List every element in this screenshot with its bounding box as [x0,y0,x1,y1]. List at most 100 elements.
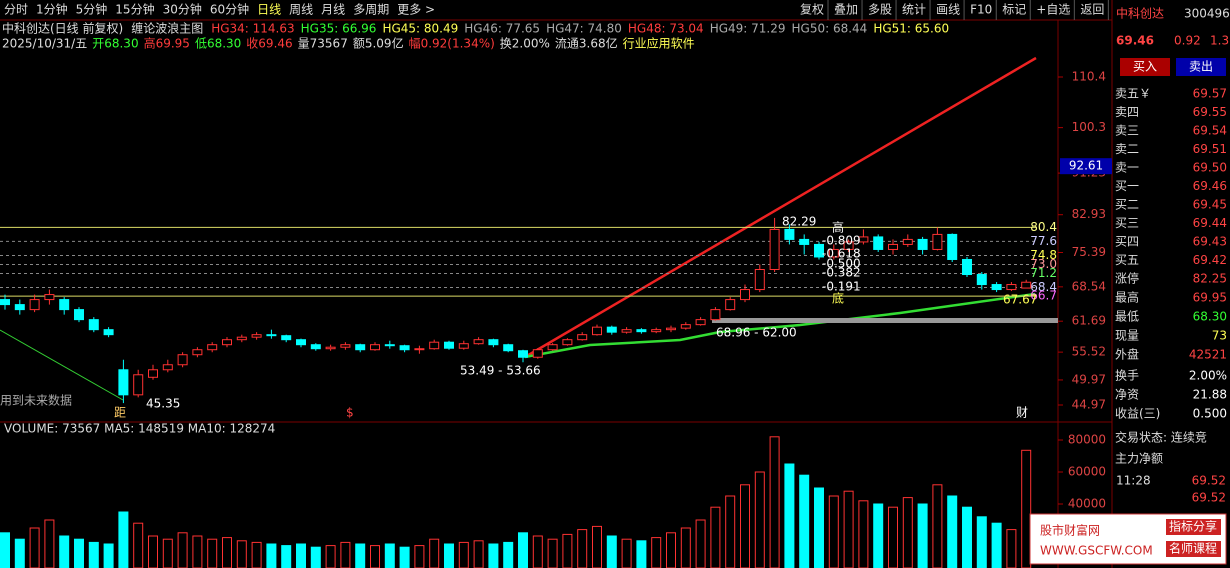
candle-body [399,345,410,351]
candle-body [133,374,144,396]
volume-bar [281,545,292,568]
chart-annotation: 用到未来数据 [0,393,72,408]
volume-header: VOLUME: 73567 MA5: 148519 MA10: 128274 [4,422,275,436]
candle-body [947,233,958,260]
toolbar-button[interactable]: 复权 [800,3,824,17]
period-tab[interactable]: 更多 > [397,3,435,17]
stock-code: 300496 [1184,7,1230,21]
toolbar-button[interactable]: 叠加 [834,3,858,17]
row-value: 69.50 [1193,161,1227,175]
watermark-tag [1166,519,1221,535]
candle-body [1006,284,1017,291]
row-value: 69.43 [1193,235,1227,249]
indicator-value: HG50: 68.44 [792,22,868,36]
volume-bar [695,519,706,568]
watermark-tag2: 名师课程 [1169,541,1217,556]
indicator-value: HG49: 71.29 [710,22,786,36]
volume-bar [592,525,602,568]
volume-bar [976,516,987,568]
y-tick-label: 68.54 [1072,279,1106,293]
trend-line [524,56,1037,359]
toolbar-button[interactable]: +自选 [1036,3,1070,17]
candle-body [310,344,321,350]
row-label: 收益(三) [1115,407,1160,421]
period-tab[interactable]: 周线 [289,3,313,17]
candle-body [473,339,484,345]
period-tab[interactable]: 30分钟 [163,2,202,17]
candle-body [429,341,440,350]
period-tab[interactable]: 1分钟 [36,2,68,17]
volume-bar [473,540,484,568]
chart-annotation: 53.49 - 53.66 [460,364,541,378]
volume-bar [740,484,750,568]
candle-body [902,238,913,245]
candle-body [488,339,499,346]
period-tab[interactable]: 日线 [257,3,281,17]
period-tab[interactable]: 5分钟 [76,2,108,17]
candle-body [370,344,380,351]
volume-bar [29,527,40,568]
volume-bar [325,545,336,568]
period-tab[interactable]: 60分钟 [210,2,249,17]
row-value: 69.46 [1193,179,1227,193]
candle-body [606,326,617,333]
candle-body [769,228,780,271]
volume-bar [902,497,913,568]
toolbar-button[interactable]: 多股 [868,3,892,17]
candle-body [532,349,543,358]
row-label: 买三 [1115,216,1139,230]
candle-body [355,344,366,351]
sell-button[interactable] [1176,58,1226,76]
volume-bar [0,532,10,568]
row-label: 买四 [1115,235,1139,249]
volume-bar [710,506,721,568]
quote-field: 流通3.68亿 [555,36,618,51]
volume-bar [488,543,499,568]
candle-body [636,329,647,333]
toolbar-button[interactable]: 返回 [1080,3,1104,17]
toolbar-button[interactable]: 统计 [902,3,926,17]
volume-bar [296,543,306,568]
row-value: 2.00% [1189,369,1227,383]
stock-title: 中科创达(日线 前复权) [2,21,123,36]
candle-body [222,339,232,346]
price-pct: 1.3 [1210,34,1229,48]
volume-bar [74,538,84,568]
volume-bar [651,537,662,568]
candle-body [592,326,602,336]
period-tab[interactable]: 多周期 [353,3,389,17]
volume-bar [518,532,528,568]
period-tab[interactable]: 15分钟 [115,2,154,17]
buy-button[interactable] [1120,58,1170,76]
tick-price: 69.52 [1192,491,1226,505]
indicator-value: HG47: 74.80 [546,22,622,36]
volume-bar [814,487,824,568]
volume-bar [784,463,795,568]
quote-field: 行业应用软件 [623,36,695,51]
candle-body [251,334,262,338]
row-value: 68.30 [1193,310,1227,324]
wave-line [0,329,124,401]
y-tick-label: 75.39 [1072,245,1106,259]
candle-body [162,364,173,371]
toolbar-button[interactable]: 标记 [1002,3,1026,17]
y-tick-label: 44.97 [1072,398,1106,412]
row-value: 69.51 [1193,142,1227,156]
chart-annotation: 财 [1016,406,1028,420]
volume-bar [562,533,573,568]
indicator-value: HG35: 66.96 [301,22,377,36]
toolbar-button[interactable]: 画线 [936,3,960,17]
level-label: 71.2 [1030,266,1057,280]
volume-bar [680,527,691,568]
period-tab[interactable]: 分时 [4,3,28,17]
toolbar-button[interactable]: F10 [970,3,992,17]
chart-annotation: -0.809 [822,234,861,248]
period-tab[interactable]: 月线 [321,3,345,17]
candle-body [518,350,528,358]
level-label: 73.0 [1030,257,1057,271]
row-value: 69.44 [1193,216,1227,230]
candle-body [577,334,588,341]
y-tick-label: 100.3 [1072,120,1106,134]
volume-bar [991,522,1002,568]
candle-body [103,329,114,336]
